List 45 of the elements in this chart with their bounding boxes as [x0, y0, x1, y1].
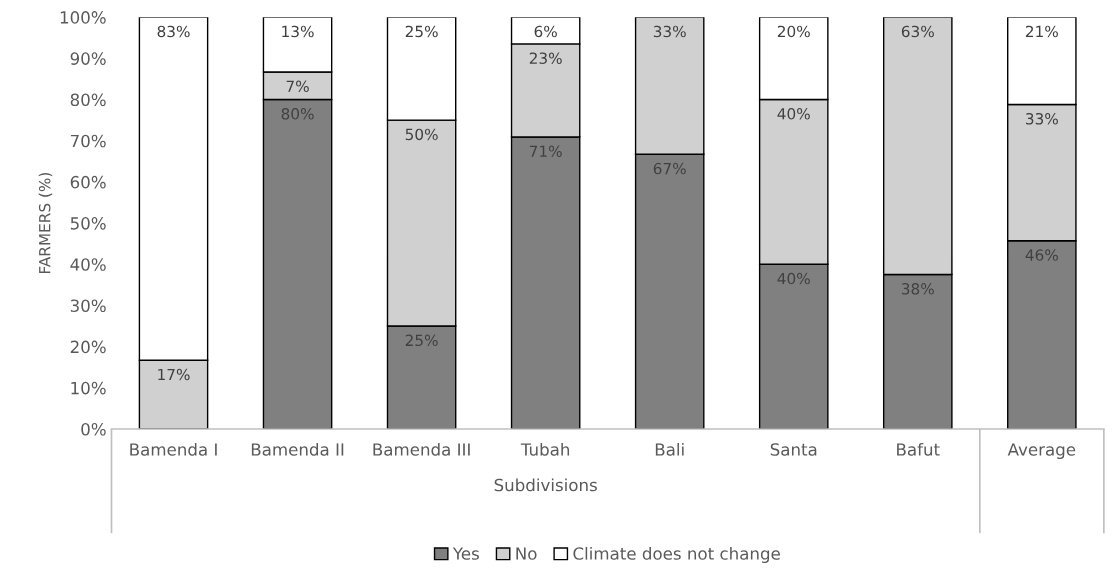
data-label: 67%: [653, 162, 686, 175]
y-tick-label: 10%: [71, 381, 106, 395]
data-label: 83%: [157, 25, 190, 38]
data-label: 33%: [653, 25, 686, 38]
x-tick-label: Bamenda III: [373, 442, 470, 456]
data-label: 25%: [405, 334, 438, 347]
x-tick-label: Tubah: [520, 442, 570, 456]
data-label: 13%: [282, 25, 314, 38]
data-label: 23%: [529, 52, 562, 64]
y-tick-label: 90%: [70, 52, 106, 65]
x-tick-label: Bamenda II: [251, 442, 344, 456]
data-label: 7%: [286, 80, 309, 92]
y-tick-label: 70%: [70, 134, 106, 148]
y-tick-label: 100%: [60, 11, 106, 24]
data-label: 25%: [405, 25, 438, 38]
data-label: 20%: [777, 25, 810, 38]
legend-label: No: [516, 547, 537, 560]
data-label: 50%: [405, 128, 438, 141]
x-axis-title: Subdivisions: [494, 478, 597, 492]
x-tick-label: Santa: [770, 443, 817, 456]
x-tick-label: Bamenda I: [130, 442, 217, 456]
y-tick-label: 30%: [70, 299, 106, 313]
x-tick-label: Average: [1007, 443, 1076, 460]
y-tick-label: 50%: [70, 217, 106, 230]
data-label: 21%: [1025, 25, 1058, 38]
data-label: 80%: [281, 108, 314, 120]
legend-label: Yes: [452, 547, 479, 560]
data-label: 17%: [158, 368, 190, 381]
y-tick-label: 0%: [81, 422, 106, 436]
y-tick-label: 80%: [70, 93, 106, 107]
y-axis-title: FARMERS (%): [38, 172, 53, 274]
legend-label: Climate does not change: [573, 546, 780, 564]
data-label: 6%: [534, 25, 557, 38]
y-tick-label: 60%: [70, 175, 106, 189]
y-tick-label: 40%: [70, 258, 106, 271]
data-label: 40%: [777, 108, 810, 120]
data-label: 40%: [777, 272, 810, 285]
data-label: 38%: [901, 283, 934, 295]
x-tick-label: Bali: [655, 442, 684, 456]
data-label: 71%: [529, 145, 562, 158]
data-label: 46%: [1025, 249, 1058, 261]
y-tick-label: 20%: [70, 340, 106, 354]
data-label: 63%: [901, 25, 934, 38]
data-label: 33%: [1026, 112, 1058, 125]
x-tick-label: Bafut: [897, 442, 940, 456]
